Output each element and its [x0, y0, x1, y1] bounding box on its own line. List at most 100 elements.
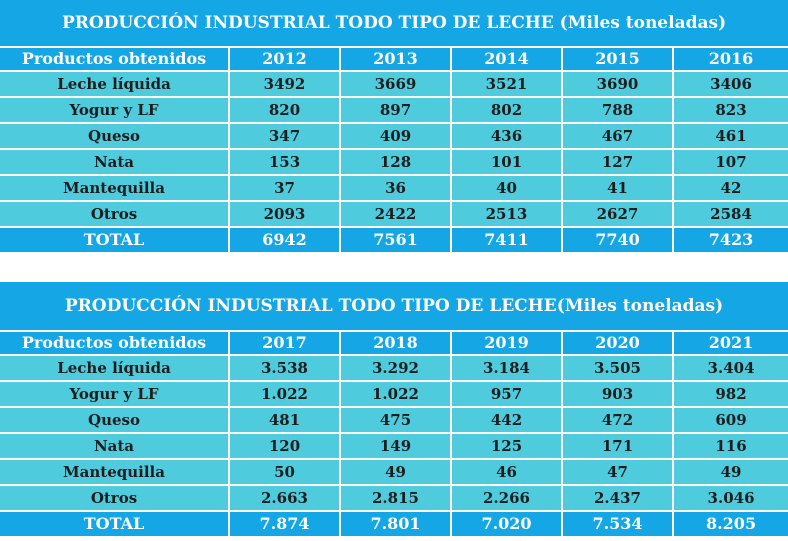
production-table-2012-2016: PRODUCCIÓN INDUSTRIAL TODO TIPO DE LECHE… — [0, 0, 788, 252]
table-cell: 2.815 — [341, 486, 452, 512]
table-cell: 2422 — [341, 202, 452, 228]
table-cell: 3492 — [230, 72, 341, 98]
total-cell: 7.534 — [563, 512, 674, 536]
table-cell: 2513 — [452, 202, 563, 228]
table-cell: 49 — [674, 460, 788, 486]
header-year: 2018 — [341, 332, 452, 356]
table-row: Mantequilla 37 36 40 41 42 — [0, 176, 788, 202]
header-year: 2016 — [674, 48, 788, 72]
table-cell: 49 — [341, 460, 452, 486]
table-title: PRODUCCIÓN INDUSTRIAL TODO TIPO DE LECHE… — [0, 282, 788, 332]
table-row: Otros 2.663 2.815 2.266 2.437 3.046 — [0, 486, 788, 512]
table-cell: 2584 — [674, 202, 788, 228]
table-cell: 2.437 — [563, 486, 674, 512]
table-cell: 3521 — [452, 72, 563, 98]
row-label: Leche líquida — [0, 356, 230, 382]
table-cell: 127 — [563, 150, 674, 176]
table-cell: 37 — [230, 176, 341, 202]
production-table-2017-2021: PRODUCCIÓN INDUSTRIAL TODO TIPO DE LECHE… — [0, 282, 788, 536]
table-row: Mantequilla 50 49 46 47 49 — [0, 460, 788, 486]
table-row: Leche líquida 3.538 3.292 3.184 3.505 3.… — [0, 356, 788, 382]
total-label: TOTAL — [0, 228, 230, 252]
table-cell: 2.663 — [230, 486, 341, 512]
row-label: Mantequilla — [0, 460, 230, 486]
table-cell: 42 — [674, 176, 788, 202]
table-cell: 820 — [230, 98, 341, 124]
table-cell: 40 — [452, 176, 563, 202]
table-row: Leche líquida 3492 3669 3521 3690 3406 — [0, 72, 788, 98]
table-title-row: PRODUCCIÓN INDUSTRIAL TODO TIPO DE LECHE… — [0, 282, 788, 332]
row-label: Yogur y LF — [0, 382, 230, 408]
table-row: Queso 347 409 436 467 461 — [0, 124, 788, 150]
table-cell: 409 — [341, 124, 452, 150]
row-label: Otros — [0, 486, 230, 512]
table-cell: 609 — [674, 408, 788, 434]
total-cell: 8.205 — [674, 512, 788, 536]
header-products: Productos obtenidos — [0, 332, 230, 356]
row-label: Queso — [0, 124, 230, 150]
table-cell: 128 — [341, 150, 452, 176]
table-cell: 436 — [452, 124, 563, 150]
table-cell: 2093 — [230, 202, 341, 228]
row-label: Otros — [0, 202, 230, 228]
row-label: Nata — [0, 150, 230, 176]
table-cell: 3.505 — [563, 356, 674, 382]
table-cell: 475 — [341, 408, 452, 434]
table-row: Yogur y LF 1.022 1.022 957 903 982 — [0, 382, 788, 408]
table-cell: 823 — [674, 98, 788, 124]
total-cell: 7423 — [674, 228, 788, 252]
row-label: Nata — [0, 434, 230, 460]
total-cell: 7740 — [563, 228, 674, 252]
table-cell: 36 — [341, 176, 452, 202]
table-cell: 2627 — [563, 202, 674, 228]
table-cell: 3.184 — [452, 356, 563, 382]
table-cell: 50 — [230, 460, 341, 486]
row-label: Leche líquida — [0, 72, 230, 98]
header-year: 2012 — [230, 48, 341, 72]
total-cell: 7411 — [452, 228, 563, 252]
total-cell: 7.801 — [341, 512, 452, 536]
header-year: 2014 — [452, 48, 563, 72]
row-label: Queso — [0, 408, 230, 434]
total-cell: 7.020 — [452, 512, 563, 536]
header-year: 2019 — [452, 332, 563, 356]
table-cell: 125 — [452, 434, 563, 460]
total-row: TOTAL 6942 7561 7411 7740 7423 — [0, 228, 788, 252]
header-year: 2013 — [341, 48, 452, 72]
table-cell: 107 — [674, 150, 788, 176]
table-cell: 171 — [563, 434, 674, 460]
total-cell: 7561 — [341, 228, 452, 252]
table-cell: 3690 — [563, 72, 674, 98]
total-row: TOTAL 7.874 7.801 7.020 7.534 8.205 — [0, 512, 788, 536]
table-cell: 3.292 — [341, 356, 452, 382]
table-cell: 1.022 — [230, 382, 341, 408]
table-cell: 897 — [341, 98, 452, 124]
table-row: Queso 481 475 442 472 609 — [0, 408, 788, 434]
table-title: PRODUCCIÓN INDUSTRIAL TODO TIPO DE LECHE… — [0, 0, 788, 48]
table-cell: 903 — [563, 382, 674, 408]
header-year: 2021 — [674, 332, 788, 356]
table-header-row: Productos obtenidos 2017 2018 2019 2020 … — [0, 332, 788, 356]
table-row: Nata 120 149 125 171 116 — [0, 434, 788, 460]
table-row: Otros 2093 2422 2513 2627 2584 — [0, 202, 788, 228]
table-cell: 46 — [452, 460, 563, 486]
table-cell: 461 — [674, 124, 788, 150]
table-cell: 442 — [452, 408, 563, 434]
table-row: Nata 153 128 101 127 107 — [0, 150, 788, 176]
table-cell: 3.404 — [674, 356, 788, 382]
header-year: 2020 — [563, 332, 674, 356]
table-cell: 481 — [230, 408, 341, 434]
table-cell: 149 — [341, 434, 452, 460]
table-cell: 802 — [452, 98, 563, 124]
table-cell: 47 — [563, 460, 674, 486]
table-cell: 347 — [230, 124, 341, 150]
header-year: 2017 — [230, 332, 341, 356]
table-cell: 116 — [674, 434, 788, 460]
table-cell: 2.266 — [452, 486, 563, 512]
table-cell: 1.022 — [341, 382, 452, 408]
table-cell: 788 — [563, 98, 674, 124]
table-cell: 3406 — [674, 72, 788, 98]
row-label: Mantequilla — [0, 176, 230, 202]
total-cell: 7.874 — [230, 512, 341, 536]
table-cell: 101 — [452, 150, 563, 176]
